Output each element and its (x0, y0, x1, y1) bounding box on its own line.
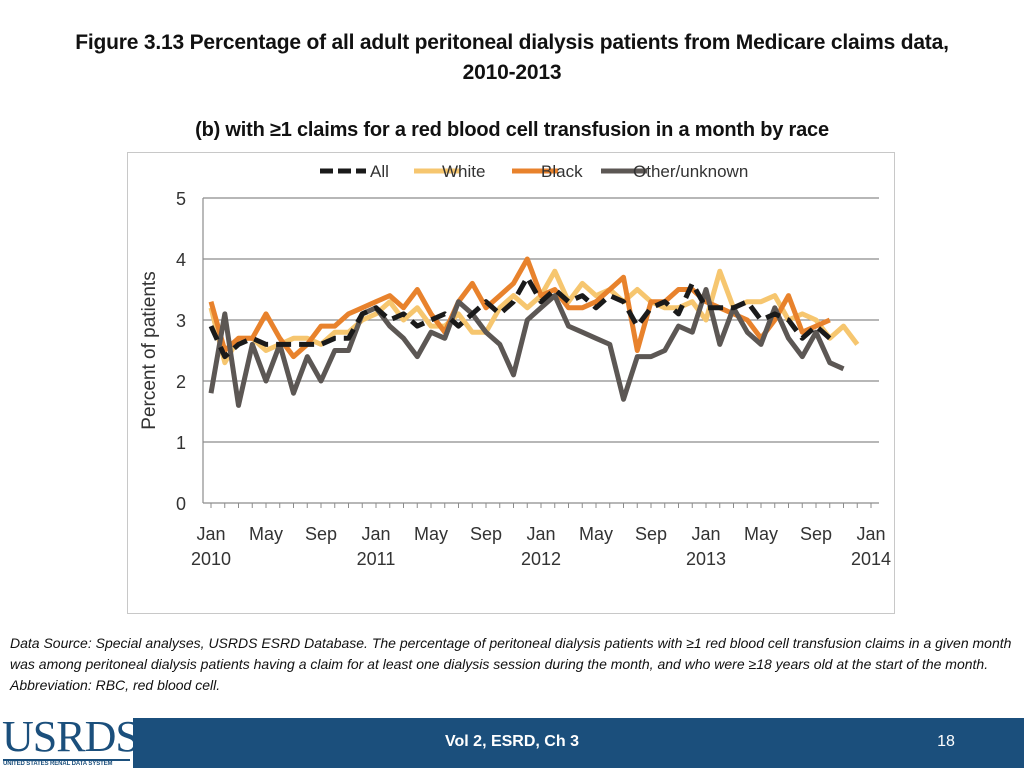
y-tick-label: 4 (176, 250, 186, 270)
chart-frame: 0 1 2 3 4 5 Jan 2010 May Sep Jan 2011 May Sep Jan 2012 M… (127, 152, 895, 614)
y-tick-label: 1 (176, 433, 186, 453)
page-number: 18 (937, 733, 955, 750)
x-tick-year-label: 2010 (191, 549, 231, 569)
usrds-logo: USRDS UNITED STATES RENAL DATA SYSTEM (0, 712, 140, 768)
x-tick-label: May (249, 524, 283, 544)
series-line-all (208, 274, 832, 360)
legend-label-white: White (442, 162, 485, 181)
y-tick-label: 5 (176, 189, 186, 209)
y-axis-label: Percent of patients (139, 271, 160, 429)
line-chart: 0 1 2 3 4 5 Jan 2010 May Sep Jan 2011 May Sep Jan 2012 M… (139, 162, 891, 569)
x-tick-label: Sep (305, 524, 337, 544)
series-line-black (208, 256, 831, 360)
legend-label-black: Black (541, 162, 583, 181)
x-tick-label: Jan (196, 524, 225, 544)
x-tick-label: May (414, 524, 448, 544)
figure-subtitle: (b) with ≥1 claims for a red blood cell … (195, 119, 829, 141)
logo-subtitle: UNITED STATES RENAL DATA SYSTEM (3, 761, 113, 767)
y-tick-label: 3 (176, 311, 186, 331)
logo-text: USRDS (2, 712, 140, 761)
data-source-footnote: Data Source: Special analyses, USRDS ESR… (10, 635, 1012, 693)
x-tick-label: Jan (526, 524, 555, 544)
series-line-white (208, 268, 860, 366)
logo-rule (3, 759, 130, 761)
x-tick-label: May (579, 524, 613, 544)
x-tick-label: Sep (635, 524, 667, 544)
y-tick-label: 0 (176, 494, 186, 514)
y-tick-label: 2 (176, 372, 186, 392)
x-tick-year-label: 2011 (357, 549, 396, 569)
x-tick-year-label: 2012 (521, 549, 561, 569)
x-tick-label: May (744, 524, 778, 544)
legend-label-other: Other/unknown (633, 162, 748, 181)
x-tick-year-label: 2014 (851, 549, 891, 569)
x-tick-label: Jan (691, 524, 720, 544)
x-tick-label: Sep (470, 524, 502, 544)
footer-bar (0, 718, 1024, 768)
footer-label: Vol 2, ESRD, Ch 3 (445, 733, 579, 750)
x-tick-year-label: 2013 (686, 549, 726, 569)
legend-label-all: All (370, 162, 389, 181)
figure-title: Figure 3.13 Percentage of all adult peri… (75, 31, 949, 84)
x-tick-label: Sep (800, 524, 832, 544)
x-tick-label: Jan (856, 524, 885, 544)
x-tick-label: Jan (361, 524, 390, 544)
series-line-other (208, 287, 845, 408)
